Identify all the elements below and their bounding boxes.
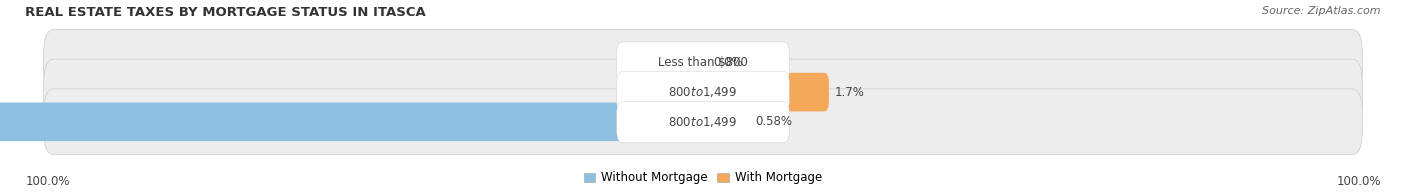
Text: Source: ZipAtlas.com: Source: ZipAtlas.com: [1263, 6, 1381, 16]
FancyBboxPatch shape: [0, 103, 707, 141]
FancyBboxPatch shape: [44, 29, 1362, 95]
Text: $800 to $1,499: $800 to $1,499: [668, 85, 738, 99]
Text: Less than $800: Less than $800: [658, 56, 748, 69]
FancyBboxPatch shape: [699, 103, 749, 141]
Text: 2.3%: 2.3%: [633, 86, 662, 99]
FancyBboxPatch shape: [617, 42, 789, 83]
FancyBboxPatch shape: [699, 73, 830, 111]
Text: 100.0%: 100.0%: [25, 175, 70, 188]
FancyBboxPatch shape: [44, 59, 1362, 125]
FancyBboxPatch shape: [617, 101, 789, 142]
FancyBboxPatch shape: [669, 73, 707, 111]
Text: $800 to $1,499: $800 to $1,499: [668, 115, 738, 129]
Text: 0.0%: 0.0%: [713, 56, 742, 69]
Text: 100.0%: 100.0%: [1336, 175, 1381, 188]
Legend: Without Mortgage, With Mortgage: Without Mortgage, With Mortgage: [579, 167, 827, 189]
FancyBboxPatch shape: [617, 72, 789, 113]
Text: 1.7%: 1.7%: [835, 86, 865, 99]
FancyBboxPatch shape: [675, 43, 707, 82]
FancyBboxPatch shape: [44, 89, 1362, 155]
Text: 0.58%: 0.58%: [755, 115, 792, 128]
Text: REAL ESTATE TAXES BY MORTGAGE STATUS IN ITASCA: REAL ESTATE TAXES BY MORTGAGE STATUS IN …: [25, 6, 426, 19]
Text: 1.8%: 1.8%: [640, 56, 669, 69]
